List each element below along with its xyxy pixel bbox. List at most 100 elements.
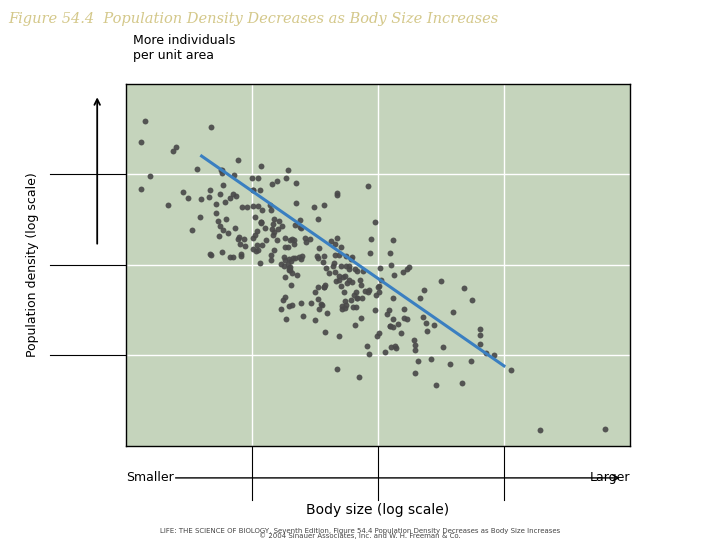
Point (264, 201, 276, 210)
Point (331, 188, 343, 197)
Point (362, 182, 374, 191)
Point (318, 200, 330, 209)
Point (276, 305, 287, 313)
Point (210, 199, 222, 208)
Point (313, 304, 325, 313)
Point (339, 303, 351, 312)
Point (261, 236, 272, 245)
Point (287, 301, 298, 309)
Point (387, 293, 398, 302)
Point (312, 215, 323, 224)
Point (222, 229, 233, 238)
Point (230, 224, 241, 232)
Point (315, 299, 327, 308)
Point (336, 262, 347, 271)
Point (235, 252, 246, 260)
Point (247, 234, 258, 242)
Point (289, 235, 300, 244)
Point (220, 198, 231, 206)
Point (351, 294, 363, 302)
Point (268, 246, 279, 255)
Point (295, 224, 307, 232)
Point (250, 247, 261, 255)
Point (338, 288, 350, 296)
Point (312, 253, 323, 262)
Point (287, 253, 299, 262)
Point (312, 294, 324, 303)
Point (203, 193, 215, 202)
Point (431, 381, 442, 389)
Point (505, 366, 517, 374)
Point (333, 332, 345, 341)
Point (273, 217, 284, 225)
Point (140, 116, 151, 125)
Point (384, 322, 395, 330)
Point (339, 297, 351, 306)
Point (341, 261, 352, 270)
Point (266, 255, 277, 264)
Point (293, 253, 305, 261)
Point (388, 271, 400, 279)
Point (369, 218, 381, 226)
Point (210, 208, 222, 217)
Point (283, 264, 294, 273)
Point (409, 341, 420, 349)
Point (428, 321, 439, 329)
Point (278, 262, 289, 271)
Point (306, 299, 318, 307)
Point (252, 201, 264, 210)
Point (256, 206, 267, 214)
Point (383, 306, 395, 315)
Point (233, 233, 245, 241)
Point (336, 281, 347, 290)
Point (343, 265, 354, 273)
Point (214, 190, 225, 199)
Point (285, 281, 297, 289)
Point (318, 282, 329, 291)
Point (220, 214, 231, 223)
Point (410, 368, 421, 377)
Point (294, 299, 306, 307)
Point (291, 199, 302, 207)
Point (328, 259, 340, 267)
Point (387, 323, 399, 332)
Point (418, 286, 430, 294)
Point (279, 242, 291, 251)
Point (266, 179, 278, 188)
Point (256, 241, 267, 249)
Point (186, 225, 197, 234)
Point (283, 301, 294, 310)
Point (333, 272, 345, 280)
Point (286, 256, 297, 265)
Point (300, 234, 311, 242)
Point (359, 287, 370, 295)
Point (241, 202, 253, 211)
Point (374, 264, 386, 273)
Point (268, 215, 279, 224)
Point (341, 279, 353, 288)
Point (337, 273, 348, 282)
Point (276, 222, 288, 231)
Point (217, 226, 229, 235)
Point (168, 147, 179, 156)
Point (387, 315, 399, 324)
Point (135, 185, 147, 193)
Point (392, 320, 403, 329)
Point (397, 268, 409, 276)
Point (288, 239, 300, 248)
Point (294, 215, 306, 224)
Point (205, 251, 217, 260)
Point (312, 252, 323, 260)
Point (357, 267, 369, 275)
Point (346, 254, 357, 263)
Point (355, 313, 366, 322)
Point (267, 231, 279, 240)
Point (409, 346, 420, 354)
Point (327, 262, 338, 271)
Point (321, 308, 333, 317)
Text: Population density (log scale): Population density (log scale) (26, 172, 39, 357)
Point (373, 328, 384, 337)
Point (214, 221, 225, 230)
Point (329, 239, 341, 248)
Point (228, 170, 240, 179)
